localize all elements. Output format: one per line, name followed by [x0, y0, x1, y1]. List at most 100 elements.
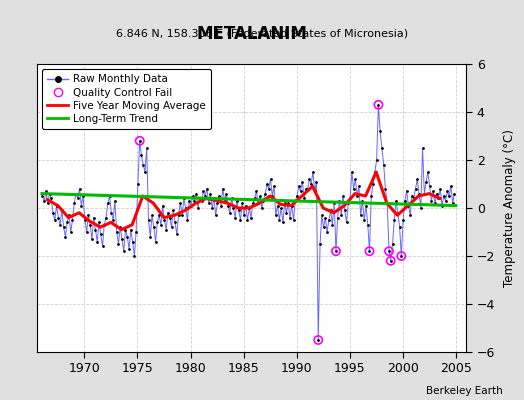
- Point: [178, 212, 187, 218]
- Point: [189, 193, 197, 199]
- Point: [356, 212, 365, 218]
- Point: [91, 226, 100, 233]
- Point: [65, 212, 73, 218]
- Point: [425, 183, 434, 190]
- Point: [139, 162, 147, 168]
- Point: [328, 222, 336, 228]
- Point: [431, 200, 439, 206]
- Point: [268, 193, 277, 199]
- Point: [243, 217, 252, 223]
- Point: [93, 238, 102, 245]
- Point: [346, 195, 354, 202]
- Point: [96, 231, 105, 238]
- Point: [355, 183, 363, 190]
- Point: [127, 226, 135, 233]
- Point: [181, 205, 190, 211]
- Point: [206, 190, 214, 197]
- Point: [337, 212, 345, 218]
- Point: [38, 193, 47, 199]
- Point: [256, 193, 264, 199]
- Point: [155, 212, 163, 218]
- Point: [374, 102, 383, 108]
- Point: [365, 248, 374, 254]
- Point: [121, 226, 129, 233]
- Point: [79, 193, 87, 199]
- Point: [222, 190, 231, 197]
- Point: [401, 198, 409, 204]
- Point: [163, 210, 172, 216]
- Point: [130, 253, 138, 259]
- Point: [245, 205, 254, 211]
- Point: [420, 190, 429, 197]
- Point: [82, 229, 91, 235]
- Point: [58, 207, 66, 214]
- Point: [111, 198, 119, 204]
- Point: [383, 200, 391, 206]
- Point: [378, 145, 386, 151]
- Text: 6.846 N, 158.306 E (Federated States of Micronesia): 6.846 N, 158.306 E (Federated States of …: [116, 28, 408, 38]
- Point: [75, 186, 84, 192]
- Point: [167, 224, 176, 230]
- Point: [280, 200, 289, 206]
- Point: [233, 198, 241, 204]
- Point: [201, 193, 209, 199]
- Point: [397, 253, 406, 259]
- Point: [187, 202, 195, 209]
- Point: [81, 217, 89, 223]
- Point: [406, 212, 414, 218]
- Point: [408, 193, 416, 199]
- Point: [86, 222, 94, 228]
- Point: [136, 138, 144, 144]
- Legend: Raw Monthly Data, Quality Control Fail, Five Year Moving Average, Long-Term Tren: Raw Monthly Data, Quality Control Fail, …: [42, 69, 211, 129]
- Point: [84, 212, 93, 218]
- Point: [119, 248, 128, 254]
- Point: [307, 181, 315, 187]
- Point: [390, 217, 399, 223]
- Point: [217, 202, 225, 209]
- Point: [236, 217, 245, 223]
- Point: [70, 200, 79, 206]
- Point: [397, 253, 406, 259]
- Point: [215, 193, 223, 199]
- Point: [235, 207, 243, 214]
- Point: [113, 229, 121, 235]
- Point: [150, 224, 158, 230]
- Point: [300, 195, 308, 202]
- Point: [429, 188, 438, 194]
- Point: [282, 210, 291, 216]
- Point: [208, 205, 216, 211]
- Point: [365, 248, 374, 254]
- Point: [166, 214, 174, 221]
- Point: [67, 229, 75, 235]
- Point: [125, 246, 133, 252]
- Point: [61, 234, 70, 240]
- Point: [169, 207, 178, 214]
- Point: [160, 217, 169, 223]
- Point: [107, 210, 116, 216]
- Point: [263, 181, 271, 187]
- Point: [339, 193, 347, 199]
- Point: [314, 337, 322, 343]
- Point: [325, 217, 333, 223]
- Point: [146, 234, 155, 240]
- Point: [203, 186, 211, 192]
- Point: [265, 186, 273, 192]
- Point: [286, 214, 294, 221]
- Point: [385, 248, 393, 254]
- Point: [314, 337, 322, 343]
- Point: [132, 229, 140, 235]
- Point: [144, 217, 152, 223]
- Point: [254, 200, 263, 206]
- Point: [392, 198, 400, 204]
- Point: [373, 157, 381, 163]
- Point: [190, 198, 199, 204]
- Point: [43, 200, 52, 206]
- Point: [54, 214, 62, 221]
- Point: [441, 198, 450, 204]
- Point: [443, 188, 452, 194]
- Point: [49, 210, 57, 216]
- Point: [194, 205, 202, 211]
- Point: [445, 193, 453, 199]
- Point: [240, 212, 248, 218]
- Point: [224, 202, 232, 209]
